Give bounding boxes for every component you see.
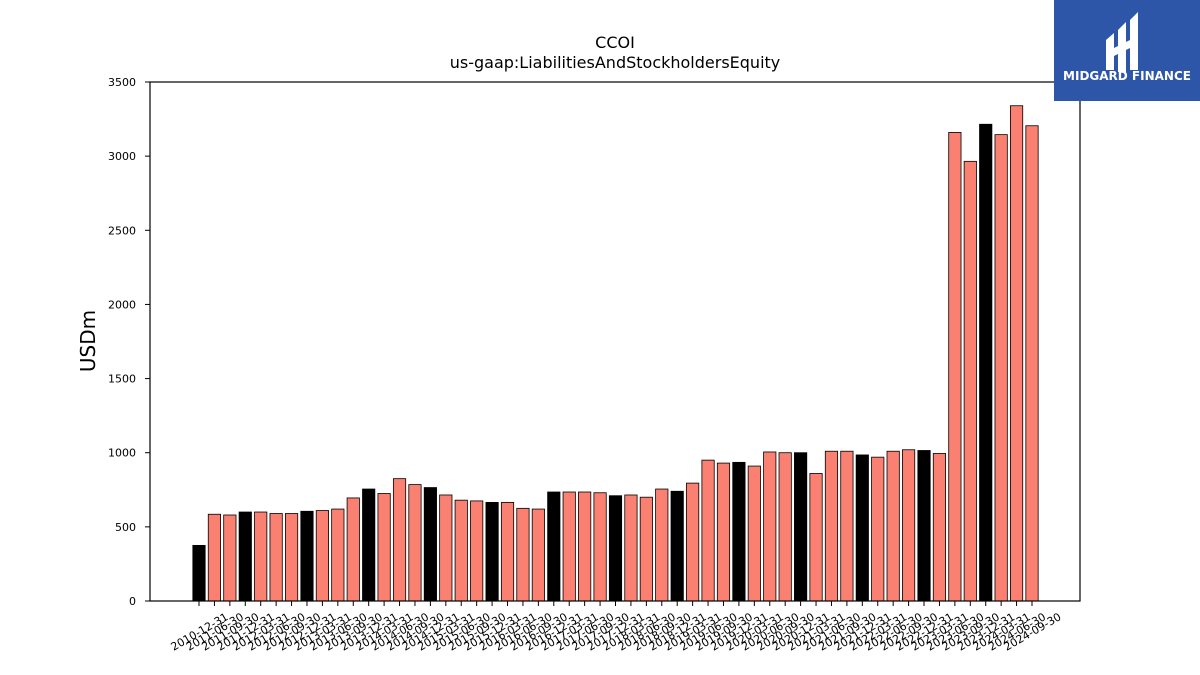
y-tick-label: 1500 bbox=[108, 373, 136, 386]
bar bbox=[284, 513, 299, 602]
bar bbox=[423, 487, 437, 602]
bar bbox=[794, 452, 808, 602]
bar bbox=[562, 491, 576, 602]
midgard-finance-logo: MIDGARD FINANCE bbox=[1054, 0, 1200, 101]
bar bbox=[408, 484, 422, 602]
bar bbox=[979, 123, 993, 602]
bar bbox=[300, 510, 314, 602]
y-axis: 0 500 1000 1500 2000 2500 3000 3500 bbox=[108, 76, 150, 608]
bar bbox=[1025, 125, 1039, 602]
bar bbox=[732, 461, 746, 602]
bar bbox=[1010, 105, 1024, 602]
y-tick-label: 500 bbox=[115, 521, 136, 534]
bar bbox=[500, 501, 515, 602]
bar bbox=[331, 508, 345, 602]
bar bbox=[207, 513, 221, 602]
bar bbox=[917, 450, 931, 602]
bar bbox=[608, 495, 623, 602]
bar bbox=[809, 473, 823, 602]
bar bbox=[593, 492, 607, 602]
bar bbox=[516, 507, 530, 602]
bar bbox=[362, 488, 376, 602]
bar bbox=[485, 501, 499, 602]
bar bbox=[254, 511, 268, 602]
chart-title: CCOI bbox=[595, 33, 635, 52]
bar bbox=[639, 496, 653, 602]
bar bbox=[670, 490, 684, 602]
bar bbox=[747, 465, 761, 602]
bar bbox=[655, 488, 669, 602]
bar bbox=[855, 454, 869, 602]
y-tick-label: 2000 bbox=[108, 298, 136, 311]
logo-text: MIDGARD FINANCE bbox=[1063, 69, 1191, 83]
bar bbox=[871, 456, 885, 602]
bar bbox=[223, 514, 237, 602]
bar bbox=[392, 478, 407, 602]
bar bbox=[269, 513, 283, 602]
bar bbox=[886, 450, 900, 602]
bar bbox=[531, 508, 545, 602]
plot-frame bbox=[149, 81, 1081, 602]
bar bbox=[377, 493, 391, 602]
y-tick-label: 1000 bbox=[108, 447, 136, 460]
bar bbox=[994, 134, 1008, 602]
bar bbox=[778, 452, 792, 602]
bar bbox=[932, 453, 947, 602]
bar bbox=[686, 482, 700, 602]
bar bbox=[948, 132, 962, 602]
bar bbox=[824, 450, 839, 602]
y-tick-label: 2500 bbox=[108, 224, 136, 237]
bar bbox=[578, 491, 592, 602]
y-tick-label: 3500 bbox=[108, 76, 136, 89]
chart-subtitle: us-gaap:LiabilitiesAndStockholdersEquity bbox=[450, 53, 781, 72]
bar bbox=[315, 510, 329, 602]
bar bbox=[470, 500, 484, 602]
bar bbox=[192, 544, 206, 602]
x-axis: 2010-12-312011-06-302011-09-302011-12-31… bbox=[169, 601, 1064, 654]
bar bbox=[238, 511, 252, 602]
bar bbox=[439, 494, 453, 602]
bar bbox=[547, 491, 561, 602]
y-tick-label: 0 bbox=[129, 595, 136, 608]
bar bbox=[902, 449, 916, 602]
y-axis-label: USDm bbox=[76, 310, 100, 372]
bar bbox=[840, 450, 854, 602]
bar bbox=[346, 497, 360, 602]
bar bbox=[716, 462, 731, 602]
bar bbox=[701, 459, 715, 602]
bar bbox=[624, 494, 638, 602]
bar bbox=[963, 160, 977, 602]
bars bbox=[192, 105, 1039, 602]
bar bbox=[454, 499, 468, 602]
y-tick-label: 3000 bbox=[108, 150, 136, 163]
bar bbox=[763, 451, 777, 602]
